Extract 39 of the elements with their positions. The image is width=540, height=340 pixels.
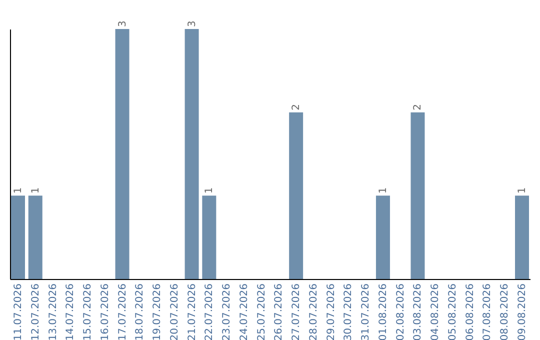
x-tick-label: 21.07.2026	[186, 284, 198, 340]
x-tick-label: 07.08.2026	[482, 284, 494, 340]
x-tick-label: 29.07.2026	[326, 284, 337, 340]
data-label: 1	[12, 187, 24, 194]
x-tick-label: 22.07.2026	[204, 284, 216, 340]
x-tick-label: 16.07.2026	[100, 284, 111, 340]
x-tick-label: 09.08.2026	[517, 284, 528, 340]
x-tick-label: 31.07.2026	[360, 284, 372, 340]
data-label: 3	[117, 20, 128, 27]
x-tick-label: 06.08.2026	[464, 284, 476, 340]
x-tick-label: 27.07.2026	[291, 284, 302, 340]
x-tick-label: 17.07.2026	[117, 284, 128, 340]
x-tick-label: 24.07.2026	[238, 284, 250, 340]
x-tick-label: 15.07.2026	[82, 284, 94, 340]
x-tick-label: 14.07.2026	[65, 284, 76, 340]
x-tick-label: 03.08.2026	[412, 284, 424, 340]
data-label: 3	[186, 20, 198, 27]
data-label: 1	[378, 187, 389, 194]
x-tick-label: 18.07.2026	[134, 284, 146, 340]
x-tick-label: 11.07.2026	[12, 284, 24, 340]
x-tick-label: 04.08.2026	[430, 284, 442, 340]
x-tick-label: 26.07.2026	[274, 284, 285, 340]
data-label: 2	[412, 104, 424, 110]
x-tick-label: 01.08.2026	[378, 284, 389, 340]
x-tick-label: 20.07.2026	[169, 284, 180, 340]
data-label: 1	[30, 187, 42, 194]
x-tick-label: 28.07.2026	[308, 284, 320, 340]
x-tick-label: 25.07.2026	[256, 284, 268, 340]
x-tick-label: 13.07.2026	[48, 284, 59, 340]
x-tick-label: 08.08.2026	[500, 284, 511, 340]
data-label: 1	[204, 187, 216, 194]
x-tick-label: 02.08.2026	[395, 284, 406, 340]
x-tick-label: 23.07.2026	[222, 284, 233, 340]
x-tick-label: 30.07.2026	[343, 284, 354, 340]
data-label: 1	[517, 187, 528, 194]
x-tick-label: 05.08.2026	[447, 284, 458, 340]
data-label: 2	[291, 104, 302, 110]
x-tick-label: 19.07.2026	[152, 284, 164, 340]
x-tick-label: 12.07.2026	[30, 284, 42, 340]
